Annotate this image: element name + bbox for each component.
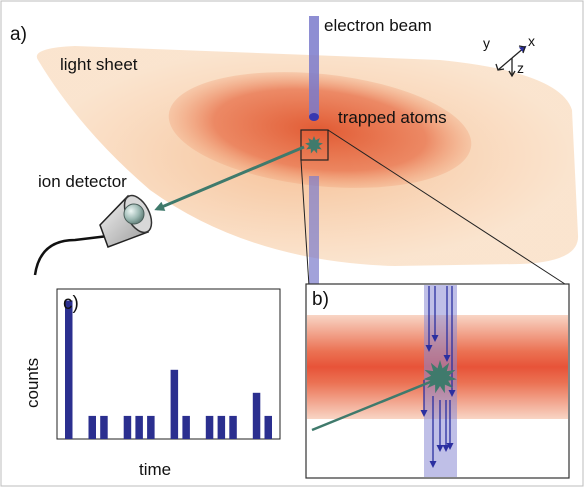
ion-detector-label: ion detector: [38, 172, 127, 191]
chart-bar: [170, 369, 179, 439]
chart-bar: [88, 415, 96, 439]
trapped-atoms-label: trapped atoms: [338, 108, 447, 127]
zoom-line-right: [327, 129, 569, 287]
chart-bar: [135, 415, 143, 439]
ion-detector: [33, 194, 153, 276]
axis-y-label: y: [483, 35, 490, 51]
chart-bar: [229, 415, 237, 439]
chart-bar: [100, 415, 108, 439]
chart-bar: [182, 415, 190, 439]
chart-bar: [217, 415, 226, 439]
chart-bar: [147, 415, 155, 439]
detector-sensor-ball: [123, 203, 145, 225]
counts-chart: [56, 288, 281, 440]
electron-beam-label: electron beam: [324, 16, 432, 35]
chart-bar: [65, 300, 73, 439]
beam-focus-dot: [309, 113, 319, 121]
panel-c-label: c): [63, 293, 79, 314]
axes-glyph: [495, 45, 527, 78]
chart-xlabel: time: [139, 460, 171, 479]
chart-bar: [252, 392, 261, 439]
chart-bar: [205, 415, 214, 439]
electron-beam: [309, 16, 319, 284]
ion-star-main: [305, 136, 323, 154]
axis-x-label: x: [528, 33, 535, 49]
zoom-box: [300, 129, 329, 161]
chart-bar: [123, 415, 132, 439]
chart-bar: [264, 415, 272, 439]
inset-b: [305, 283, 570, 479]
chart-ylabel: counts: [23, 358, 42, 408]
light-sheet-label: light sheet: [60, 55, 138, 74]
panel-b-label: b): [312, 289, 329, 310]
ion-star-inset: [423, 360, 457, 394]
chart-frame: [56, 288, 281, 440]
inset-ion-trajectory: [311, 376, 441, 432]
axis-z-label: z: [517, 60, 524, 76]
ion-trajectory-arrow: [154, 145, 305, 211]
zoom-line-left: [300, 159, 310, 287]
electron-arrows: [420, 286, 456, 468]
panel-a-label: a): [10, 24, 27, 45]
chart-bars: [65, 300, 272, 439]
